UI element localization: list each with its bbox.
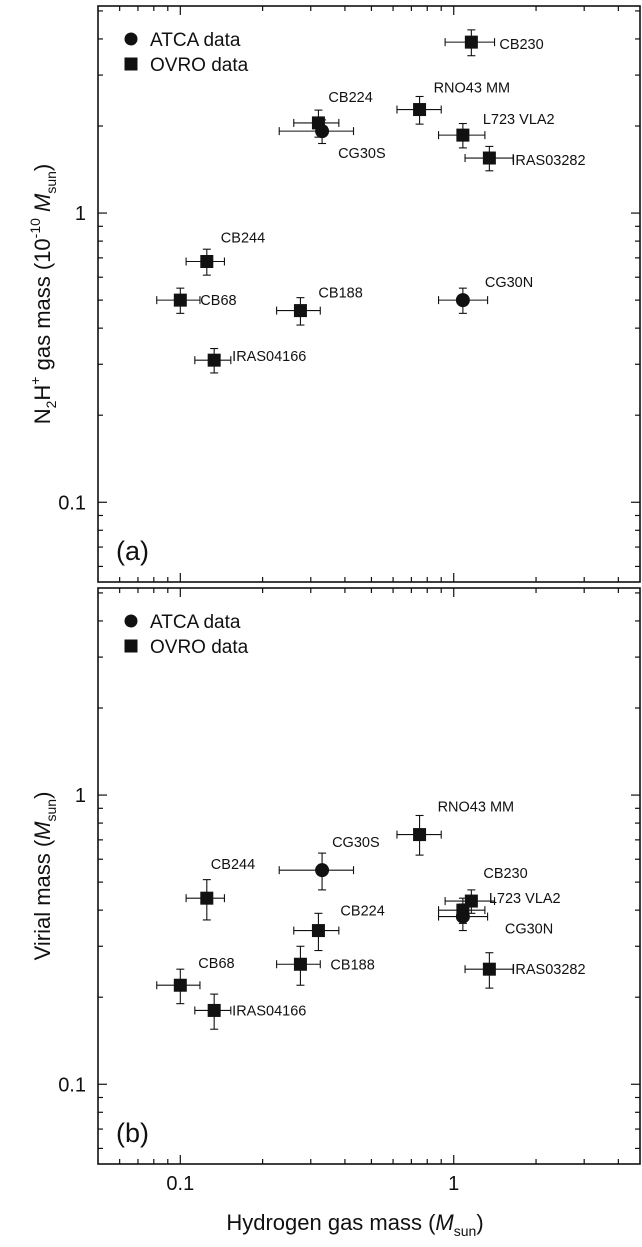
point-label: CB68 [198, 956, 234, 972]
marker-square [413, 828, 427, 842]
y-tick-label: 0.1 [58, 492, 86, 514]
data-point-iras03282: IRAS03282 [464, 952, 586, 989]
y-tick-label: 1 [75, 785, 86, 807]
point-label: IRAS03282 [511, 962, 585, 978]
x-tick-label: 0.1 [166, 1173, 194, 1195]
point-label: IRAS04166 [232, 1003, 306, 1019]
y-tick-label: 1 [75, 203, 86, 225]
point-label: CB230 [499, 37, 543, 53]
data-point-cg30s: CG30S [278, 119, 386, 162]
point-label: CB188 [318, 286, 362, 302]
x-tick-label: 1 [448, 1173, 459, 1195]
legend-marker-square [124, 57, 138, 71]
point-label: RNO43 MM [434, 81, 511, 97]
data-point-cb244: CB244 [185, 231, 265, 276]
data-point-cb224: CB224 [293, 90, 373, 138]
point-label: IRAS04166 [232, 349, 306, 365]
legend-label: OVRO data [150, 637, 249, 658]
data-point-cb230: CB230 [444, 29, 544, 57]
panel-b: 0.1 1 0.1 1 (b) ATCA data OVRO data Virial mass… [30, 587, 641, 1195]
marker-square [482, 962, 496, 976]
y-axis-title: Virial mass (Msun) [30, 792, 59, 961]
panel-a: 0.1 1 (a) ATCA data OVRO data N2H+ gas mass (… [27, 5, 641, 583]
data-point-iras03282: IRAS03282 [464, 145, 586, 172]
y-axis-title: N2H+ gas mass (10-10 Msun) [27, 164, 59, 425]
marker-square [482, 151, 496, 165]
data-point-cg30n: CG30N [438, 275, 533, 314]
data-point-l723-vla2: L723 VLA2 [438, 112, 555, 149]
marker-square [200, 891, 214, 905]
data-point-rno43-mm: RNO43 MM [396, 800, 515, 856]
x-axis-title: Hydrogen gas mass (Msun) [226, 1210, 483, 1239]
point-label: CG30S [332, 835, 380, 851]
data-point-rno43-mm: RNO43 MM [396, 81, 511, 125]
data-point-iras04166: IRAS04166 [194, 348, 306, 374]
panel-tag: (b) [116, 1118, 149, 1148]
data-point-cb244: CB244 [185, 857, 255, 921]
marker-square [464, 35, 478, 49]
marker-circle [455, 909, 470, 924]
marker-square [311, 924, 325, 938]
marker-square [293, 304, 307, 318]
marker-circle [455, 293, 470, 308]
point-label: L723 VLA2 [489, 891, 561, 907]
point-label: CB230 [483, 866, 527, 882]
data-point-cb188: CB188 [276, 286, 363, 326]
point-label: CB68 [200, 293, 236, 309]
legend-label: ATCA data [150, 30, 241, 51]
data-point-cg30s: CG30S [278, 835, 380, 891]
point-label: CB244 [221, 231, 265, 247]
marker-square [207, 1003, 221, 1017]
marker-square [200, 255, 214, 269]
legend-marker-circle [124, 614, 138, 628]
point-label: IRAS03282 [511, 153, 585, 169]
marker-square [413, 103, 427, 117]
marker-square [456, 128, 470, 142]
point-label: CG30N [485, 275, 533, 291]
legend-label: OVRO data [150, 55, 249, 76]
legend-marker-circle [124, 32, 138, 46]
point-label: RNO43 MM [438, 800, 515, 816]
data-point-cg30n: CG30N [438, 903, 553, 938]
marker-square [293, 957, 307, 971]
point-label: CB224 [328, 90, 372, 106]
panel-tag: (a) [116, 536, 149, 566]
marker-circle [315, 863, 330, 878]
marker-square [173, 978, 187, 992]
plot-frame [97, 587, 641, 1165]
data-point-cb224: CB224 [293, 904, 385, 952]
point-label: L723 VLA2 [483, 112, 555, 128]
marker-square [173, 293, 187, 307]
point-label: CB224 [340, 904, 384, 920]
marker-square [207, 353, 221, 367]
legend-label: ATCA data [150, 612, 241, 633]
plot-frame [97, 5, 641, 583]
data-point-cb68: CB68 [156, 956, 235, 1005]
point-label: CG30S [338, 146, 386, 162]
data-point-cb68: CB68 [156, 287, 237, 314]
data-point-cb188: CB188 [276, 945, 375, 986]
data-point-iras04166: IRAS04166 [194, 993, 306, 1030]
point-label: CB244 [211, 857, 255, 873]
point-label: CB188 [330, 957, 374, 973]
marker-circle [315, 124, 330, 139]
legend-marker-square [124, 639, 138, 653]
point-label: CG30N [505, 922, 553, 938]
y-tick-label: 0.1 [58, 1074, 86, 1096]
